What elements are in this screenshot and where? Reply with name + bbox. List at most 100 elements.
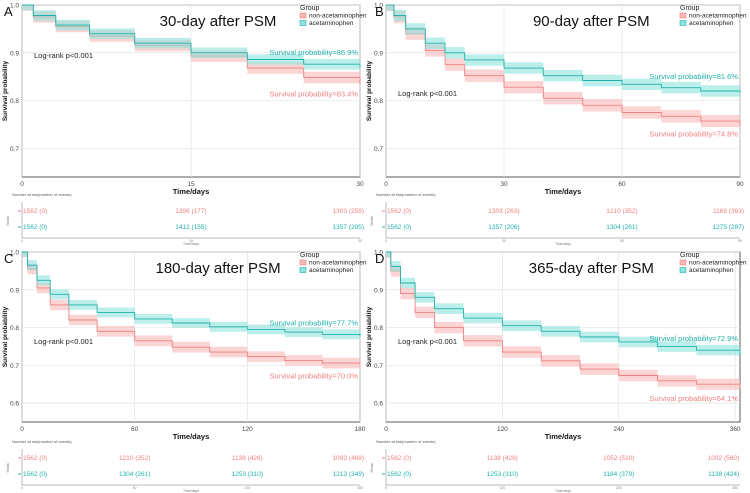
y-tick-label: 0.8	[10, 98, 19, 105]
legend-swatch	[299, 267, 307, 273]
risk-table-tick: 0	[21, 239, 23, 243]
risk-table-tick: 120	[499, 486, 505, 490]
y-tick-label: 1.0	[10, 250, 19, 257]
x-tick-label: 15	[187, 181, 195, 188]
risk-table-ylabel: Strata	[370, 463, 374, 472]
panel-title: 30-day after PSM	[160, 13, 277, 30]
risk-table-cell: 1562 (0)	[387, 208, 411, 215]
risk-table-cell: 1213 (349)	[333, 471, 364, 478]
y-tick-label: 0.9	[10, 50, 19, 57]
panel-letter: B	[375, 4, 384, 19]
y-tick-label: 0.7	[374, 363, 383, 370]
legend-title: Group	[680, 5, 700, 12]
risk-table-cell: 1562 (0)	[23, 224, 47, 231]
y-axis-title: Survival probability	[366, 306, 373, 367]
panel-title: 90-day after PSM	[533, 13, 650, 30]
y-tick-label: 1.0	[374, 3, 383, 10]
risk-table-cell: 1275 (287)	[713, 224, 744, 231]
risk-table-tick: 0	[21, 486, 23, 490]
x-axis-title: Time/days	[545, 187, 582, 196]
risk-table-tick: 180	[357, 486, 363, 490]
risk-table-cell: 1169 (393)	[713, 208, 744, 215]
risk-table-title: Number at risk(number of events)	[12, 192, 72, 197]
risk-table-cell: 1412 (155)	[175, 224, 206, 231]
x-tick-label: 120	[497, 426, 508, 433]
risk-table-cell: 1357 (205)	[333, 224, 364, 231]
panel-letter: C	[4, 251, 13, 266]
risk-table-cell: 1002 (560)	[708, 455, 739, 462]
legend-swatch	[299, 12, 307, 19]
y-tick-label: 0.8	[10, 325, 19, 332]
y-tick-label: 0.7	[374, 146, 383, 153]
risk-table-cell: 1210 (352)	[606, 208, 637, 215]
panel-title: 365-day after PSM	[529, 260, 654, 277]
x-tick-label: 0	[384, 426, 388, 433]
legend-label: non-acetaminophen	[309, 13, 367, 20]
survival-annotation: Survival probability=64.1%	[649, 394, 738, 403]
survival-curve-acetaminophen	[386, 4, 741, 93]
logrank-label: Log-rank p<0.001	[34, 51, 93, 60]
y-tick-label: 0.8	[374, 325, 383, 332]
legend-label: acetaminophen	[689, 267, 734, 274]
risk-table-cell: 1562 (0)	[23, 455, 47, 462]
risk-table-tick: 90	[738, 239, 742, 243]
panel-letter: D	[375, 251, 384, 266]
legend-label: acetaminophen	[309, 20, 354, 27]
risk-table-cell: 1184 (379)	[603, 471, 634, 478]
y-tick-label: 1.0	[374, 250, 383, 257]
legend-label: non-acetaminophen	[309, 260, 367, 267]
km-panel-d: 0.6 0.7 0.8 0.9 1.0 0 120 240 360 D 365-day after …	[366, 250, 747, 493]
risk-table-tick: 120	[244, 486, 250, 490]
risk-table-cell: 1562 (0)	[387, 224, 411, 231]
x-tick-label: 60	[618, 181, 626, 188]
risk-table-cell: 1138 (426)	[487, 455, 518, 462]
risk-table-cell: 1138 (424)	[708, 471, 739, 478]
risk-table-xlabel: Time/days	[555, 242, 571, 246]
legend-title: Group	[300, 5, 320, 12]
risk-table-title: Number at risk(number of events)	[12, 439, 72, 444]
legend-swatch	[679, 259, 687, 266]
risk-table-tick: 360	[732, 486, 738, 490]
risk-table-cell: 1562 (0)	[387, 471, 411, 478]
risk-table-ylabel: Strata	[6, 216, 10, 225]
ci-band-non-acetaminophen	[386, 252, 740, 394]
legend-title: Group	[300, 252, 320, 259]
risk-table-title: Number at risk(number of events)	[376, 439, 436, 444]
survival-annotation: Survival probability=86.9%	[269, 48, 358, 57]
y-tick-label: 0.7	[10, 363, 19, 370]
risk-table-title: Number at risk(number of events)	[376, 192, 436, 197]
legend-swatch	[679, 267, 687, 273]
legend-swatch	[299, 259, 307, 266]
y-axis-title: Survival probability	[2, 60, 9, 121]
risk-table-tick: 15	[189, 239, 193, 243]
survival-annotation: Survival probability=83.4%	[269, 90, 358, 99]
survival-curve-acetaminophen	[22, 4, 361, 68]
legend-title: Group	[680, 252, 700, 259]
risk-table-tick: 60	[620, 239, 624, 243]
survival-curve-non-acetaminophen	[22, 251, 361, 366]
logrank-label: Log-rank p<0.001	[398, 89, 457, 98]
panel-letter: A	[4, 4, 13, 19]
risk-table-cell: 1303 (263)	[488, 208, 519, 215]
legend-swatch	[679, 12, 687, 19]
risk-table-tick: 240	[616, 486, 622, 490]
survival-annotation: Survival probability=70.0%	[269, 372, 358, 381]
legend-swatch	[679, 20, 687, 26]
risk-table-cell: 1304 (261)	[606, 224, 637, 231]
y-tick-label: 0.9	[10, 287, 19, 294]
km-panel-c: 0.6 0.7 0.8 0.9 1.0 0 60 120 180 C 180-day after P…	[2, 250, 367, 493]
risk-table-xlabel: Time/days	[183, 242, 199, 246]
y-axis-title: Survival probability	[2, 306, 9, 367]
survival-annotation: Survival probability=77.7%	[269, 319, 358, 328]
plot-frame	[385, 251, 741, 423]
survival-curve-acetaminophen	[22, 251, 361, 337]
legend-label: non-acetaminophen	[689, 13, 747, 20]
survival-annotation: Survival probability=81.6%	[649, 72, 738, 81]
x-tick-label: 30	[500, 181, 508, 188]
x-axis-title: Time/days	[545, 432, 582, 441]
y-tick-label: 0.6	[10, 401, 19, 408]
x-tick-label: 30	[356, 181, 364, 188]
risk-table-ylabel: Strata	[370, 216, 374, 225]
x-tick-label: 180	[355, 426, 366, 433]
